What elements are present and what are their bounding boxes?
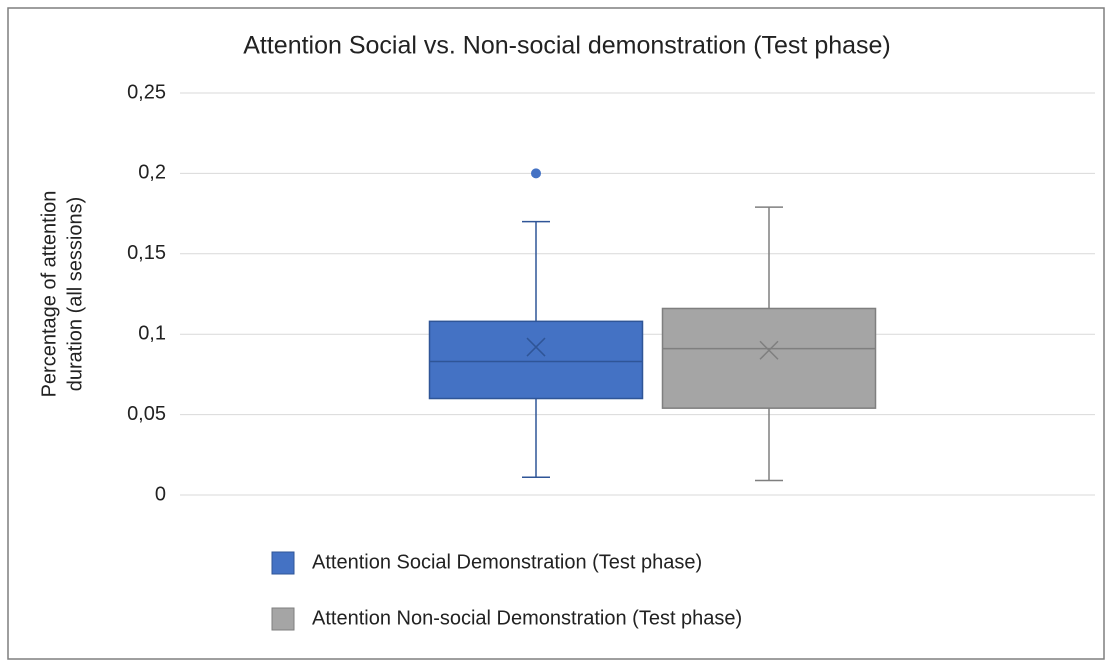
y-tick-label: 0,2 <box>138 162 166 184</box>
legend-label: Attention Social Demonstration (Test pha… <box>312 551 702 573</box>
legend-swatch <box>271 551 295 575</box>
y-tick-label: 0,05 <box>127 403 166 425</box>
y-tick-label: 0,15 <box>127 242 166 264</box>
legend-label: Attention Non-social Demonstration (Test… <box>312 607 742 629</box>
y-tick-label: 0 <box>155 483 166 505</box>
y-axis-title: Percentage of attention duration (all se… <box>38 191 86 398</box>
box <box>661 307 877 409</box>
y-tick-label: 0,1 <box>138 322 166 344</box>
y-axis-title-line: Percentage of attention <box>38 191 60 398</box>
box <box>428 320 644 400</box>
mean-marker <box>759 340 779 360</box>
y-tick-label: 0,25 <box>127 81 166 103</box>
legend-swatch <box>271 607 295 631</box>
chart-title: Attention Social vs. Non-social demonstr… <box>243 32 891 60</box>
outlier <box>531 168 541 179</box>
mean-marker <box>526 337 546 357</box>
y-axis-title-line: duration (all sessions) <box>64 197 86 392</box>
